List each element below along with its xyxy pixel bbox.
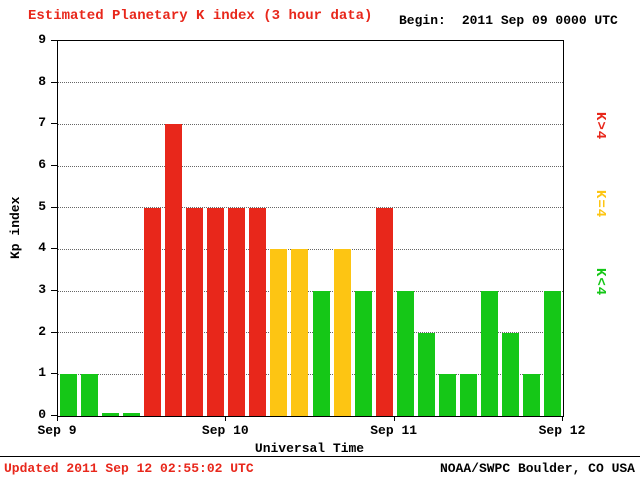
x-tick-label: Sep 12 (538, 423, 586, 438)
x-tick-mark (57, 416, 58, 421)
kp-bar (417, 332, 435, 416)
y-tick-label: 5 (38, 198, 46, 214)
kp-bar (438, 374, 456, 416)
x-tick-label: Sep 10 (201, 423, 249, 438)
kp-bar (207, 207, 225, 416)
kp-bar (501, 332, 519, 416)
begin-value: 2011 Sep 09 0000 UTC (461, 13, 618, 28)
kp-bar (102, 413, 120, 416)
kp-bar (81, 374, 99, 416)
x-tick-mark (393, 416, 395, 421)
y-tick-mark (51, 206, 57, 208)
y-tick-label: 6 (38, 157, 46, 172)
kp-bar (291, 249, 309, 416)
kp-bar (522, 374, 540, 416)
y-tick-mark (51, 373, 57, 375)
y-tick-label: 1 (38, 365, 46, 381)
legend-item: K<4 (592, 268, 608, 297)
x-tick-mark (562, 416, 563, 421)
y-tick-label: 3 (38, 282, 46, 297)
y-tick-label: 7 (38, 115, 46, 131)
legend-item: K>4 (592, 112, 608, 141)
y-tick-mark (51, 81, 57, 83)
plot-area (57, 40, 564, 417)
y-tick-mark (51, 331, 57, 333)
y-tick-label: 9 (38, 32, 46, 47)
kp-bar (396, 291, 414, 416)
begin-label: Begin: (399, 13, 446, 28)
gridline (58, 248, 563, 250)
y-tick-mark (51, 290, 57, 291)
kp-bar (165, 124, 183, 416)
kp-bar (543, 291, 561, 416)
x-tick-mark (225, 416, 227, 421)
begin-timestamp: Begin: 2011 Sep 09 0000 UTC (399, 13, 618, 28)
x-axis-label: Universal Time (254, 441, 365, 456)
kp-bar (123, 413, 141, 416)
kp-bar (480, 291, 498, 416)
kp-bar (375, 207, 393, 416)
y-tick-mark (51, 123, 57, 125)
kp-bar (60, 374, 78, 416)
footer-divider (0, 456, 640, 457)
updated-timestamp: Updated 2011 Sep 12 02:55:02 UTC (4, 461, 254, 476)
source-attribution: NOAA/SWPC Boulder, CO USA (439, 461, 635, 476)
gridline (58, 290, 563, 292)
gridline (58, 165, 563, 167)
chart-title: Estimated Planetary K index (3 hour data… (28, 8, 373, 24)
y-tick-label: 2 (38, 323, 46, 339)
kp-bar (270, 249, 288, 416)
gridline (58, 207, 563, 209)
kp-bar (144, 207, 162, 416)
kp-bar (312, 291, 330, 416)
y-tick-mark (51, 165, 57, 166)
kp-bar (249, 207, 267, 416)
kp-bar (333, 249, 351, 416)
y-tick-label: 0 (38, 407, 46, 422)
gridline (58, 373, 563, 375)
x-tick-label: Sep 9 (37, 423, 77, 438)
legend-item: K=4 (592, 190, 608, 219)
y-tick-mark (51, 40, 57, 41)
gridline (58, 332, 563, 334)
y-tick-label: 8 (38, 73, 46, 89)
kp-bar (228, 207, 246, 416)
x-tick-label: Sep 11 (370, 423, 418, 438)
y-tick-mark (51, 248, 57, 250)
kp-bar (459, 374, 477, 416)
gridline (58, 123, 563, 125)
y-tick-mark (51, 415, 57, 416)
y-axis-label: Kp index (8, 196, 23, 259)
gridline (58, 82, 563, 84)
kp-bar (186, 207, 204, 416)
kp-bar (354, 291, 372, 416)
y-tick-label: 4 (38, 240, 46, 256)
